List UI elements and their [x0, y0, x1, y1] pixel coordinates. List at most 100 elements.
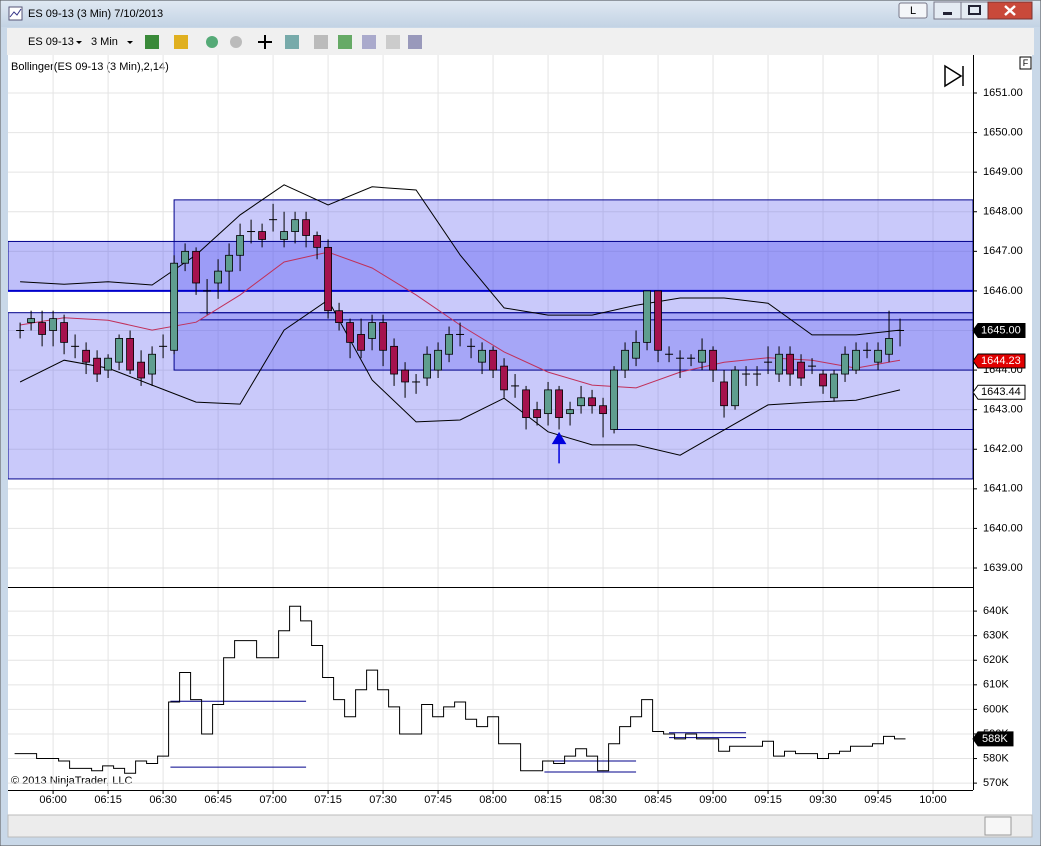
candle-body: [49, 318, 57, 331]
candle-body: [797, 361, 805, 379]
title-bar: [1, 1, 1040, 27]
candle-body: [236, 235, 244, 256]
candle-body: [621, 349, 629, 371]
candle-body: [302, 219, 310, 236]
data-box-icon[interactable]: [338, 35, 352, 49]
scrollbar[interactable]: [7, 814, 1033, 838]
indicator-icon[interactable]: [206, 36, 218, 48]
step-line: [14, 605, 906, 774]
x-tick-label: 06:45: [204, 794, 232, 806]
properties-icon[interactable]: [314, 35, 328, 49]
candle-body: [588, 397, 596, 407]
value-marker: [972, 731, 1014, 747]
candle-body: [489, 349, 497, 371]
price-marker-label: 1644.23: [981, 355, 1021, 367]
candle-body: [82, 349, 90, 363]
candle-body: [346, 322, 354, 343]
instrument: ES 09-13: [28, 36, 74, 48]
maximize-button[interactable]: [960, 1, 989, 20]
candle-body: [192, 250, 200, 284]
zone: [8, 240, 973, 292]
candle-body: [555, 389, 563, 418]
candle-body: [577, 397, 585, 407]
scroll-to-end-button[interactable]: [944, 64, 964, 88]
zoom-icon[interactable]: [285, 35, 299, 49]
candle-body: [214, 270, 222, 284]
y-tick-label: 1641.00: [983, 483, 1023, 495]
candle-body: [544, 389, 552, 415]
candle-body: [654, 290, 662, 351]
strategy-icon[interactable]: [230, 36, 242, 48]
candle-body: [698, 349, 706, 363]
interval: 3 Min: [91, 36, 118, 48]
candle-body: [775, 353, 783, 375]
candle-body: [522, 389, 530, 418]
chart-area: [8, 55, 1032, 815]
candle-body: [478, 349, 486, 363]
bollinger-upper: [20, 184, 901, 336]
template-icon[interactable]: [408, 35, 422, 49]
candle-body: [126, 338, 134, 371]
x-tick-label: 08:00: [479, 794, 507, 806]
value-marker-label: 588K: [982, 733, 1008, 745]
candle-body: [390, 345, 398, 375]
candle-body: [445, 334, 453, 355]
f-button-label: F: [1023, 58, 1029, 68]
candle-body: [357, 334, 365, 351]
y-tick-label: 610K: [983, 679, 1009, 691]
y-tick-label: 1650.00: [983, 126, 1023, 138]
y-tick-label: 1651.00: [983, 87, 1023, 99]
y-tick-label: 1648.00: [983, 206, 1023, 218]
x-tick-label: 10:00: [919, 794, 947, 806]
scrollbar-thumb[interactable]: [984, 816, 1012, 836]
y-tick-label: 640K: [983, 605, 1009, 617]
x-tick-label: 08:30: [589, 794, 617, 806]
x-tick-label: 08:45: [644, 794, 672, 806]
link-button-label: L: [910, 5, 916, 17]
candle-body: [280, 231, 288, 240]
indicator-label: Bollinger(ES 09-13 (3 Min),2,14): [11, 61, 169, 73]
y-tick-label: 630K: [983, 630, 1009, 642]
price-marker-label: 1645.00: [981, 324, 1021, 336]
candle-body: [720, 381, 728, 407]
window-title: ES 09-13 (3 Min) 7/10/2013: [28, 8, 163, 20]
minimize-button[interactable]: [933, 1, 962, 20]
candle-body: [148, 353, 156, 375]
instrument-selector[interactable]: [18, 33, 86, 51]
candle-body: [841, 353, 849, 375]
x-tick-label: 09:30: [809, 794, 837, 806]
dropdown-arrow: [127, 41, 133, 44]
candle-body: [423, 353, 431, 379]
y-tick-label: 1639.00: [983, 562, 1023, 574]
x-tick-label: 09:45: [864, 794, 892, 806]
y-tick-label: 1647.00: [983, 245, 1023, 257]
candle-body: [291, 219, 299, 232]
print-icon[interactable]: [386, 35, 400, 49]
app-icon-glyph: [9, 8, 22, 18]
crosshair-icon[interactable]: [258, 35, 272, 49]
candle-body: [500, 365, 508, 391]
x-tick-label: 08:15: [534, 794, 562, 806]
x-tick-label: 07:30: [369, 794, 397, 806]
candle-body: [819, 373, 827, 387]
candle-body: [643, 290, 651, 343]
toolbar: [7, 28, 1034, 55]
y-tick-label: 1642.00: [983, 443, 1023, 455]
link-button[interactable]: [898, 2, 928, 19]
y-tick-label: 600K: [983, 703, 1009, 715]
candle-body: [830, 373, 838, 399]
interval-selector[interactable]: [88, 33, 138, 51]
candle-body: [599, 405, 607, 415]
minimize-glyph: [943, 12, 952, 15]
snapshot-icon[interactable]: [362, 35, 376, 49]
price-marker: [972, 384, 1026, 400]
chart-style-icon[interactable]: [145, 35, 159, 49]
candle-body: [27, 318, 35, 323]
y-tick-label: 1643.00: [983, 404, 1023, 416]
candle-body: [368, 322, 376, 339]
x-tick-label: 06:30: [149, 794, 177, 806]
f-button[interactable]: [1019, 56, 1032, 70]
draw-tool-icon[interactable]: [174, 35, 188, 49]
candle-body: [225, 254, 233, 272]
